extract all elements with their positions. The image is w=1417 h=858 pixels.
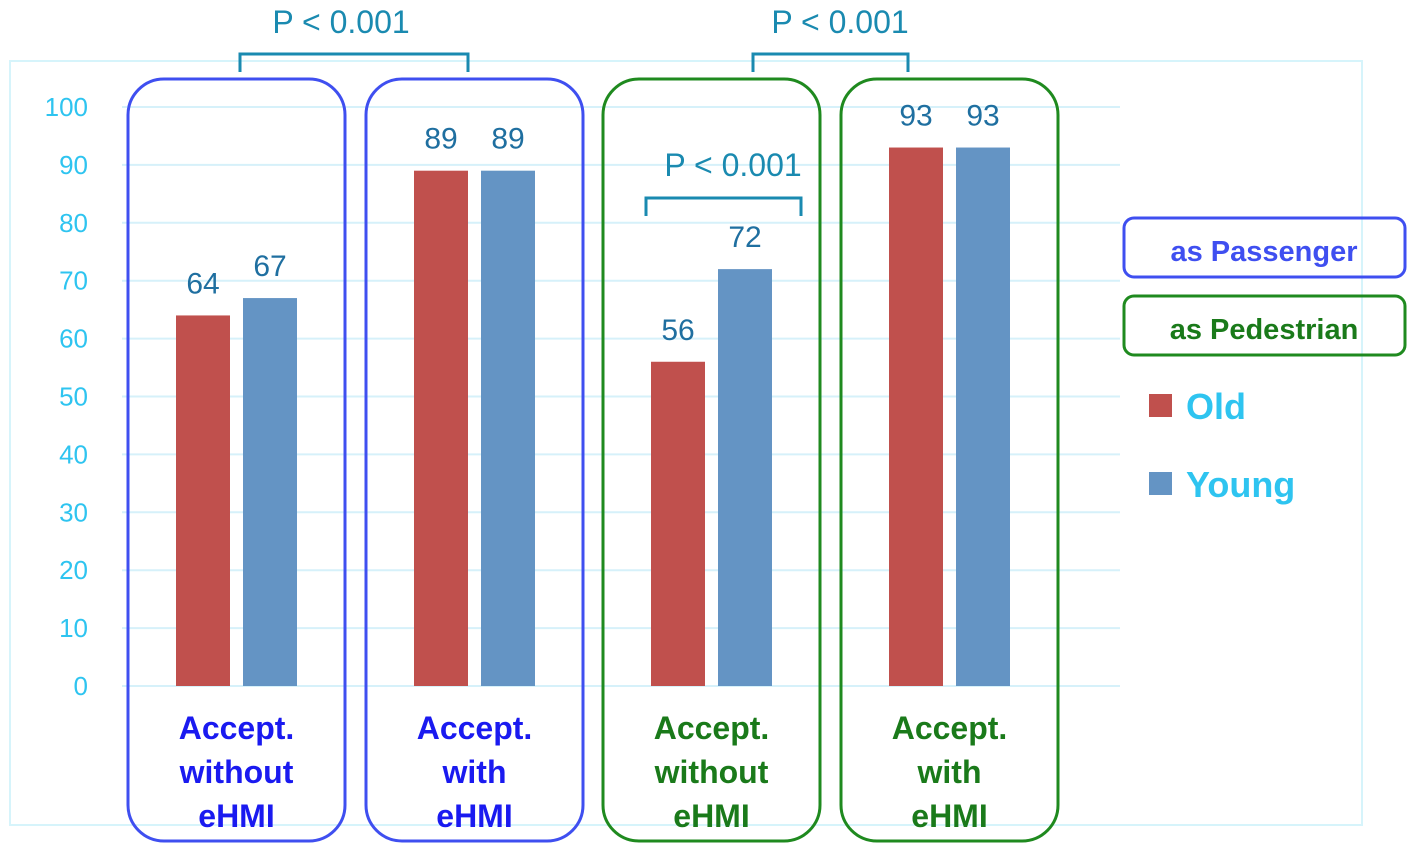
category-box-pedestrian [601, 77, 822, 843]
category-label: with [917, 754, 982, 790]
category-label: without [179, 754, 294, 790]
category-label: eHMI [436, 798, 512, 834]
data-label-old: 64 [186, 267, 219, 300]
category-label: eHMI [911, 798, 987, 834]
legend-pedestrian-label: as Pedestrian [1170, 314, 1359, 346]
category-label: eHMI [673, 798, 749, 834]
data-label-old: 89 [424, 123, 457, 156]
category-label: Accept. [179, 710, 295, 746]
data-label-old: 93 [899, 100, 932, 133]
legend-swatch-young [1149, 472, 1172, 495]
y-tick-label: 0 [74, 671, 88, 701]
category-box-passenger [364, 77, 585, 843]
data-label-young: 93 [966, 100, 999, 133]
bar-old [889, 147, 943, 686]
data-label-young: 67 [253, 250, 286, 283]
significance-pedestrian-label: P < 0.001 [771, 4, 908, 40]
bar-young [481, 170, 535, 686]
significance-pedestrian-bracket [751, 52, 910, 72]
legend-passenger-box [1122, 216, 1407, 279]
bar-old [414, 170, 468, 686]
significance-passenger-bracket [238, 52, 470, 72]
y-tick-label: 10 [59, 613, 88, 643]
y-tick-label: 90 [59, 150, 88, 180]
bar-old [176, 315, 230, 686]
significance-within-label: P < 0.001 [664, 147, 801, 183]
bar-old [651, 361, 705, 686]
data-label-young: 72 [728, 221, 761, 254]
category-label: with [442, 754, 507, 790]
data-label-young: 89 [491, 123, 524, 156]
legend-label-young: Young [1186, 464, 1295, 505]
legend-label-old: Old [1186, 386, 1246, 427]
bar-young [243, 298, 297, 686]
legend-swatch-old [1149, 394, 1172, 417]
category-box-pedestrian [839, 77, 1060, 843]
y-tick-label: 80 [59, 208, 88, 238]
category-box-passenger [126, 77, 347, 843]
category-label: Accept. [654, 710, 770, 746]
legend-passenger-label: as Passenger [1170, 236, 1357, 268]
y-tick-label: 100 [45, 92, 88, 122]
significance-within-bracket [644, 196, 803, 216]
y-tick-label: 50 [59, 382, 88, 412]
y-tick-label: 40 [59, 439, 88, 469]
category-label: without [654, 754, 769, 790]
y-tick-label: 70 [59, 266, 88, 296]
data-label-old: 56 [661, 314, 694, 347]
y-tick-label: 20 [59, 555, 88, 585]
category-label: Accept. [892, 710, 1008, 746]
bar-young [718, 269, 772, 686]
y-tick-label: 60 [59, 324, 88, 354]
plot-frame [9, 60, 1363, 826]
significance-passenger-label: P < 0.001 [272, 4, 409, 40]
legend-pedestrian-box [1122, 294, 1407, 357]
category-label: Accept. [417, 710, 533, 746]
category-label: eHMI [198, 798, 274, 834]
bar-young [956, 147, 1010, 686]
y-tick-label: 30 [59, 497, 88, 527]
